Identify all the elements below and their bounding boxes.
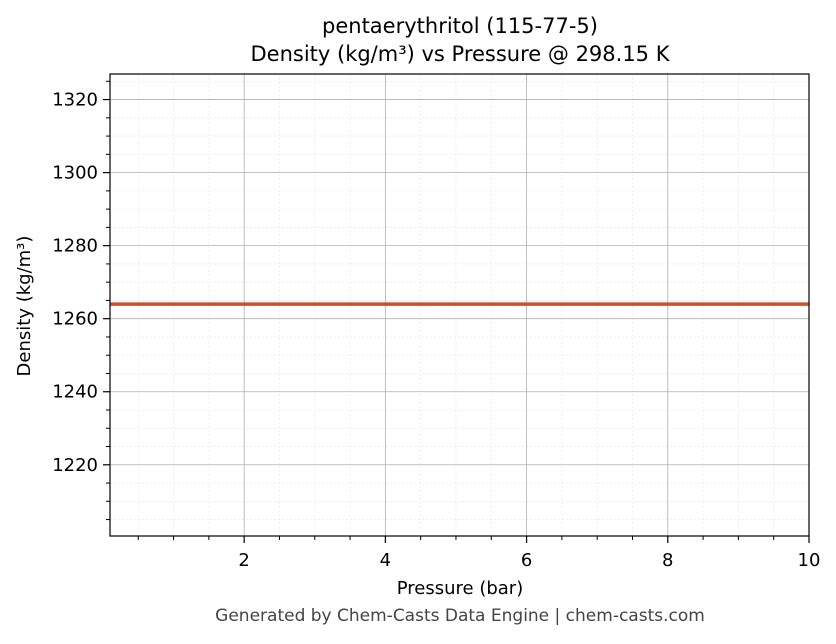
chart-title-line1: pentaerythritol (115-77-5)	[322, 14, 598, 38]
x-tick-label: 6	[521, 550, 532, 571]
y-tick-label: 1260	[52, 309, 98, 330]
x-tick-label: 10	[798, 550, 821, 571]
y-tick-label: 1280	[52, 236, 98, 257]
x-tick-label: 2	[238, 550, 249, 571]
y-tick-label: 1320	[52, 90, 98, 111]
x-axis-label: Pressure (bar)	[397, 578, 523, 599]
y-tick-label: 1220	[52, 455, 98, 476]
x-tick-label: 4	[380, 550, 391, 571]
x-tick-label: 8	[662, 550, 673, 571]
chart-title-line2: Density (kg/m³) vs Pressure @ 298.15 K	[250, 42, 670, 66]
plot-frame	[109, 73, 810, 537]
y-axis-label: Density (kg/m³)	[14, 236, 35, 377]
minor-grid	[110, 74, 809, 536]
y-tick-label: 1300	[52, 163, 98, 184]
footer-credit: Generated by Chem-Casts Data Engine | ch…	[215, 606, 705, 626]
ticks: 2 4 6 8 10 1220 1240 1260 1280 1300 1320	[52, 80, 821, 571]
y-tick-label: 1240	[52, 382, 98, 403]
